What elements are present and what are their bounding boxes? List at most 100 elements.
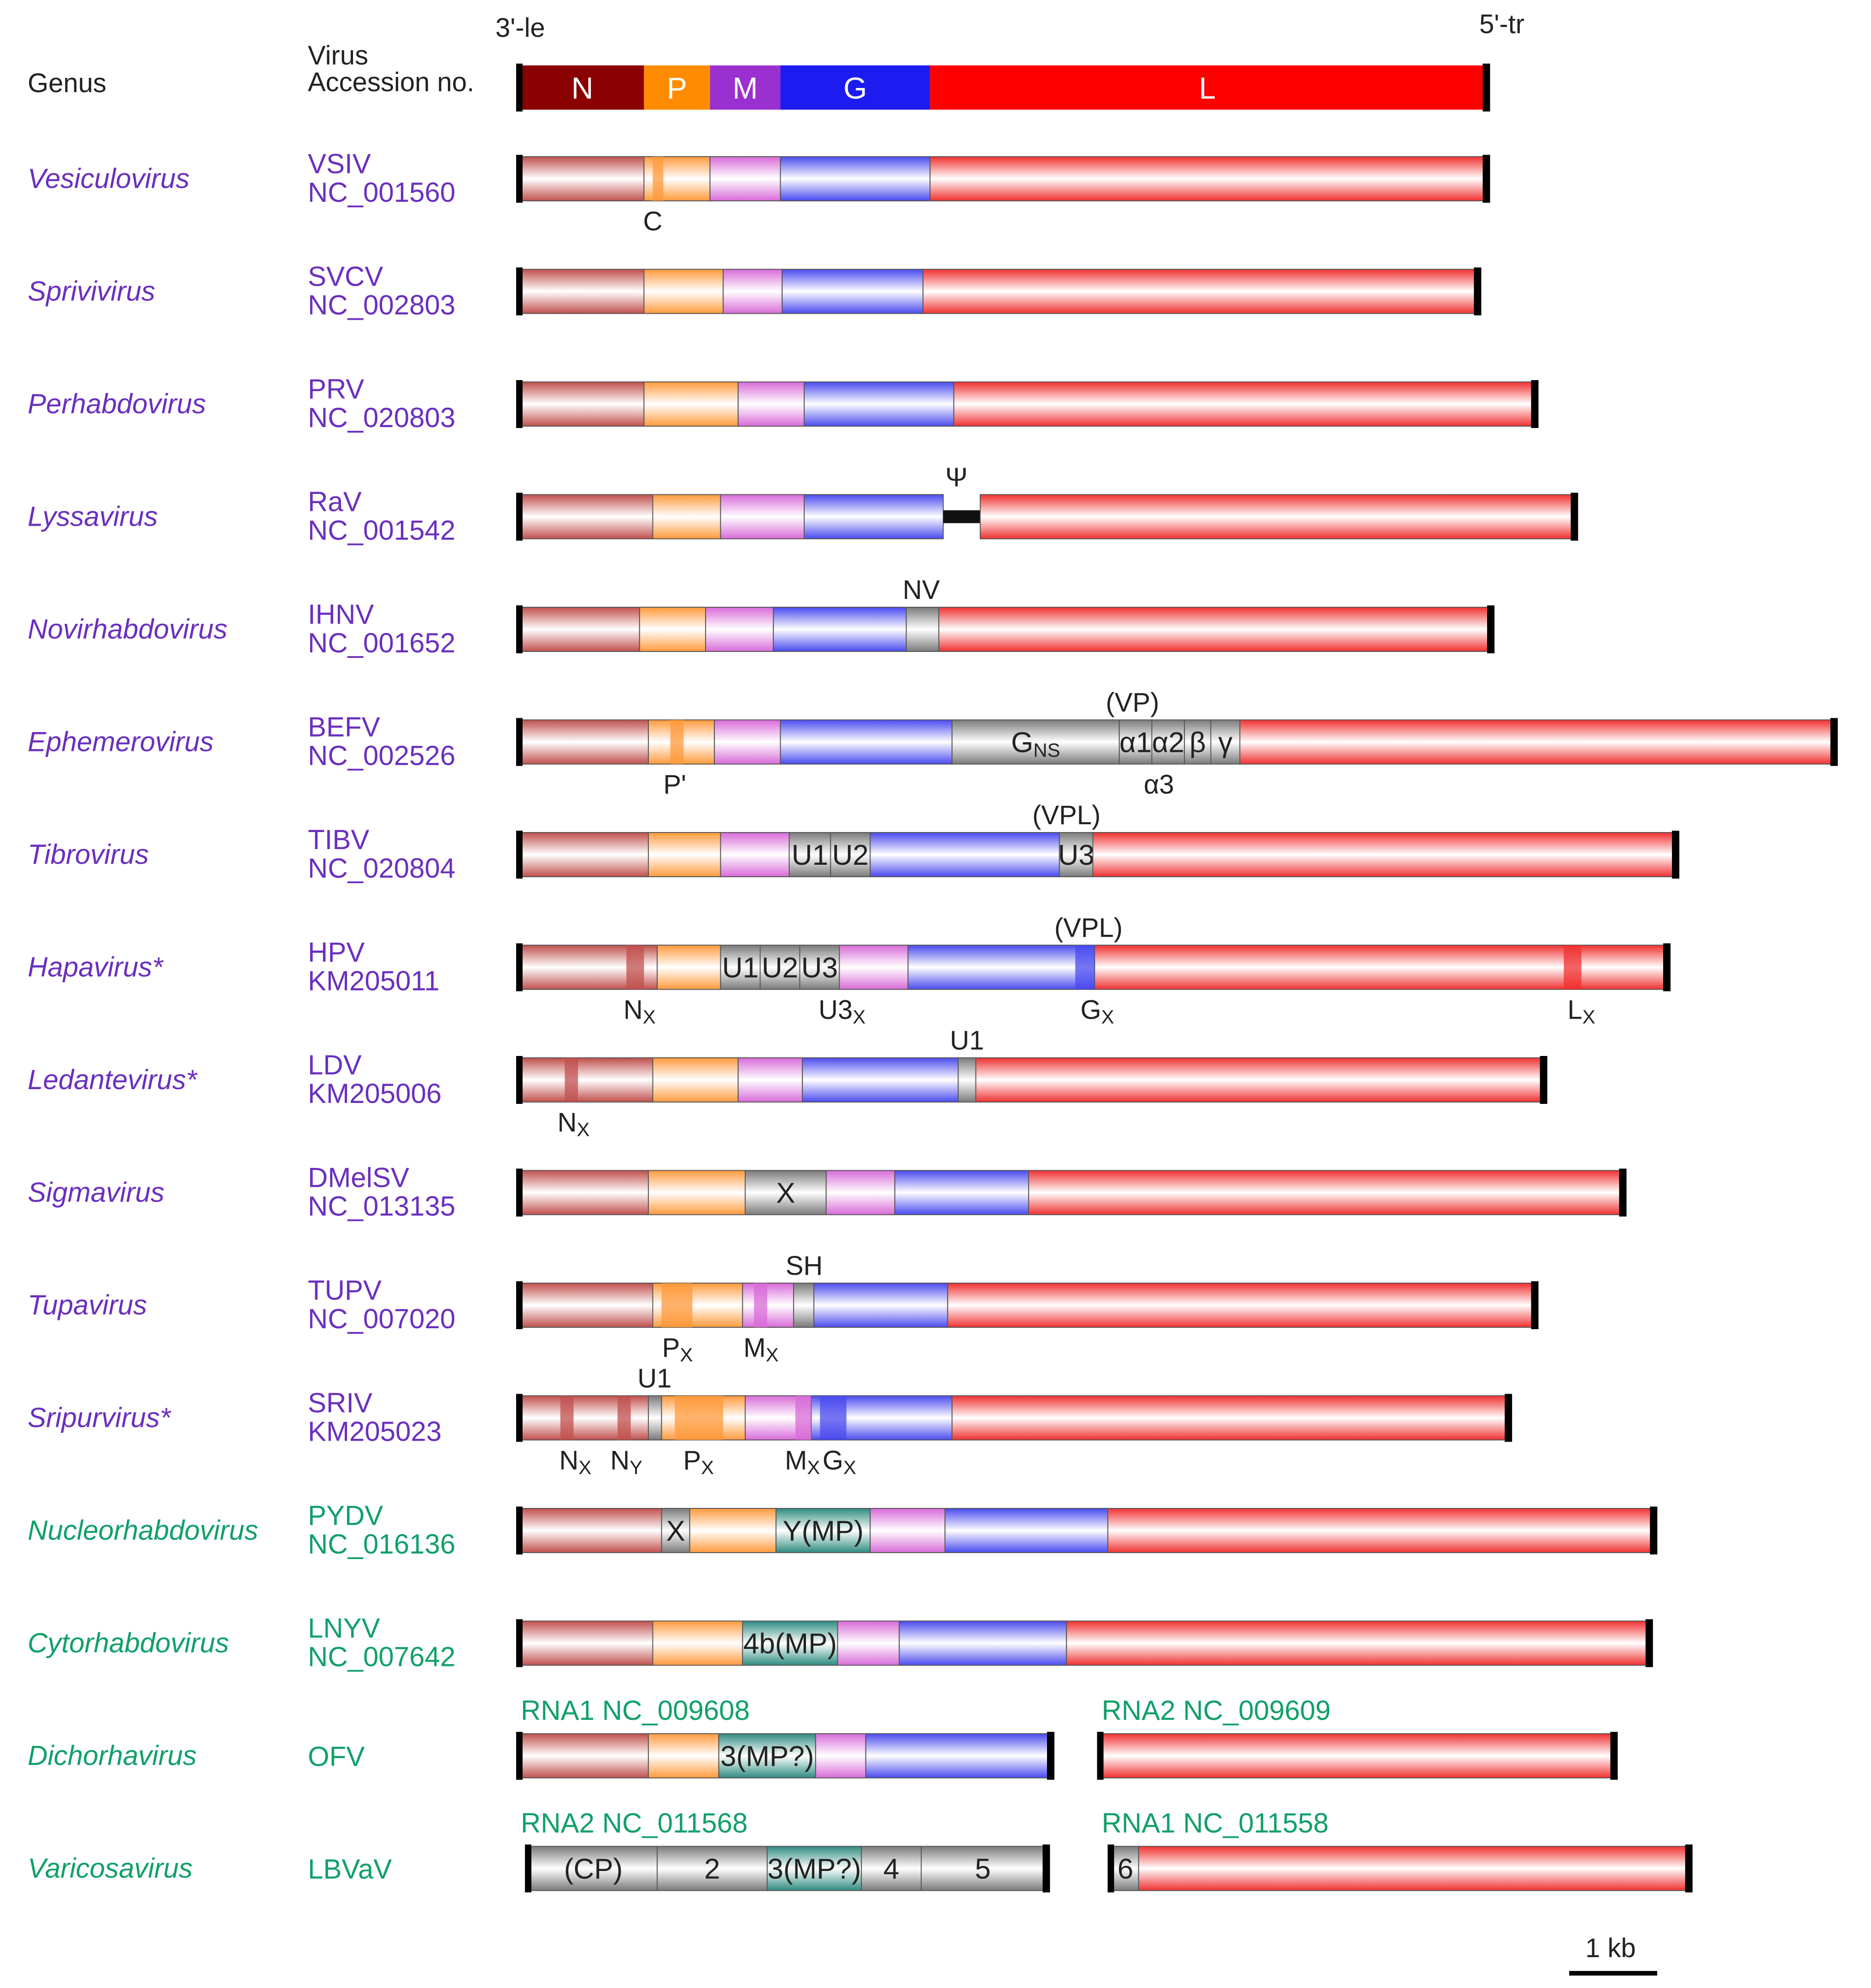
legend-gene-label: G: [843, 71, 867, 105]
hapavirus-segment-p: [657, 944, 721, 990]
genome-5-prime-end: [1531, 1281, 1539, 1329]
novirhabdovirus-segment-n: [520, 607, 640, 652]
genus-name: Perhabdovirus: [28, 388, 206, 419]
genome-3-prime-end: [516, 1619, 523, 1667]
sprivivirus-segment-p: [643, 269, 724, 314]
gene-annotation-vpl: (VPL): [1032, 800, 1100, 830]
legend-gene-label: N: [571, 71, 594, 105]
genome-3-prime-end: [516, 155, 523, 203]
lyssavirus-segment-n: [520, 494, 653, 540]
sprivivirus-segment-m: [723, 269, 783, 314]
hapavirus-segment-u1: [720, 944, 761, 990]
nucleorhabdovirus-segment-l: [1107, 1508, 1653, 1553]
tibrovirus-segment-label: U2: [832, 839, 869, 871]
ledantevirus-segment-p: [652, 1057, 739, 1102]
genome-3-prime-end: [516, 1056, 523, 1104]
dichorhavirus-segment-3-mp: [718, 1733, 816, 1778]
genome-3-prime-end: [516, 718, 523, 766]
gene-annotation-nx: NX: [559, 1446, 591, 1478]
gene-annotation-p: P': [663, 770, 686, 800]
accession-number: KM205023: [308, 1416, 441, 1447]
hapavirus-segment-g: [907, 944, 1095, 990]
sigmavirus-segment-label: X: [776, 1178, 795, 1209]
genome-3-prime-end: [516, 943, 523, 991]
genome-5-prime-end: [1047, 1732, 1054, 1780]
genus-name: Nucleorhabdovirus: [28, 1515, 258, 1546]
ephemerovirus-segment-m: [714, 719, 781, 765]
tibrovirus-segment-g: [870, 832, 1060, 877]
tupavirus-segment-x: [793, 1283, 815, 1328]
gene-annotation-mx: MX: [785, 1446, 820, 1478]
perhabdovirus-segment-n: [520, 381, 645, 427]
genus-name: Hapavirus*: [28, 952, 164, 983]
accessory-gene-mark: [795, 1396, 812, 1440]
sprivivirus-segment-n: [520, 269, 645, 314]
gene-annotation-sh: SH: [786, 1251, 823, 1281]
gene-annotation-nx: NX: [624, 995, 656, 1028]
genome-5-prime-end: [1474, 267, 1482, 316]
ephemerovirus-segment-1: [1118, 719, 1153, 765]
legend-gene-m: [710, 65, 781, 110]
genome-5-prime-end: [1540, 1056, 1547, 1104]
novirhabdovirus-segment-x: [906, 607, 940, 652]
genome-5-prime-end: [1650, 1507, 1658, 1554]
vesiculovirus-segment-l: [930, 156, 1485, 201]
hapavirus-segment-m: [839, 944, 909, 990]
genome-5-prime-end: [1487, 605, 1494, 653]
legend-gene-l: [930, 65, 1485, 110]
accessory-gene-mark: [820, 1396, 847, 1440]
accessory-gene-mark: [653, 157, 664, 201]
ephemerovirus-segment-g: [780, 719, 953, 765]
genome-5-prime-end: [1672, 831, 1680, 879]
genome-row-dichorhavirus: Dichorhavirus OFV 3(MP?) RNA1 NC_009608 RNA2…: [28, 1695, 1618, 1780]
tibrovirus-segment-label: U1: [792, 839, 828, 871]
accessory-gene-mark: [754, 1283, 767, 1327]
perhabdovirus-segment-p: [643, 381, 739, 427]
cytorhabdovirus-segment-m: [837, 1620, 900, 1666]
nucleorhabdovirus-segment-label: X: [666, 1515, 685, 1547]
gene-annotation-nx: NX: [558, 1108, 590, 1140]
gene-annotation-lx: LX: [1567, 995, 1595, 1028]
sprivivirus-segment-g: [782, 269, 924, 314]
dichorhavirus-segment-label: 3(MP?): [720, 1741, 814, 1772]
cytorhabdovirus-segment-g: [899, 1620, 1067, 1666]
genus-column-header: Genus: [28, 68, 106, 98]
genus-name: Tupavirus: [28, 1290, 147, 1320]
ephemerovirus-segment-2: [1151, 719, 1185, 765]
ephemerovirus-segment-l: [1239, 719, 1833, 765]
accession-number: KM205011: [308, 966, 440, 997]
virus-abbreviation: HPV: [308, 937, 365, 968]
dichorhavirus-segment-g: [865, 1733, 1049, 1778]
sripurvirus-segment-l: [951, 1395, 1507, 1441]
genome-5-prime-end: [1042, 1844, 1050, 1893]
virus-abbreviation: BEFV: [308, 712, 380, 743]
virus-abbreviation: PYDV: [308, 1500, 383, 1531]
varicosavirus-rna2-segment-l: [1138, 1846, 1688, 1891]
tibrovirus-segment-u1: [788, 832, 831, 877]
tibrovirus-segment-l: [1092, 832, 1675, 877]
gene-annotation-px: PX: [683, 1446, 714, 1478]
legend-5-prime-end: [1483, 64, 1490, 111]
gene-annotation-u3x: U3X: [818, 995, 865, 1028]
cytorhabdovirus-segment-4b-mp: [742, 1620, 838, 1666]
accessory-gene-mark: [670, 720, 684, 764]
ledantevirus-segment-m: [737, 1057, 803, 1102]
dichorhavirus-segment-p: [647, 1733, 719, 1778]
genome-3-prime-end: [1097, 1732, 1104, 1780]
legend-gene-n: [521, 65, 644, 110]
virus-abbreviation: SRIV: [308, 1388, 372, 1419]
hapavirus-segment-u2: [759, 944, 800, 990]
genome-3-prime-end: [516, 1281, 523, 1329]
ephemerovirus-segment-: [1184, 719, 1212, 765]
dichorhavirus-segment-m: [815, 1733, 866, 1778]
genome-3-prime-end: [516, 605, 523, 653]
three-prime-leader-label: 3'-le: [495, 13, 545, 43]
hapavirus-segment-label: U3: [801, 952, 838, 984]
